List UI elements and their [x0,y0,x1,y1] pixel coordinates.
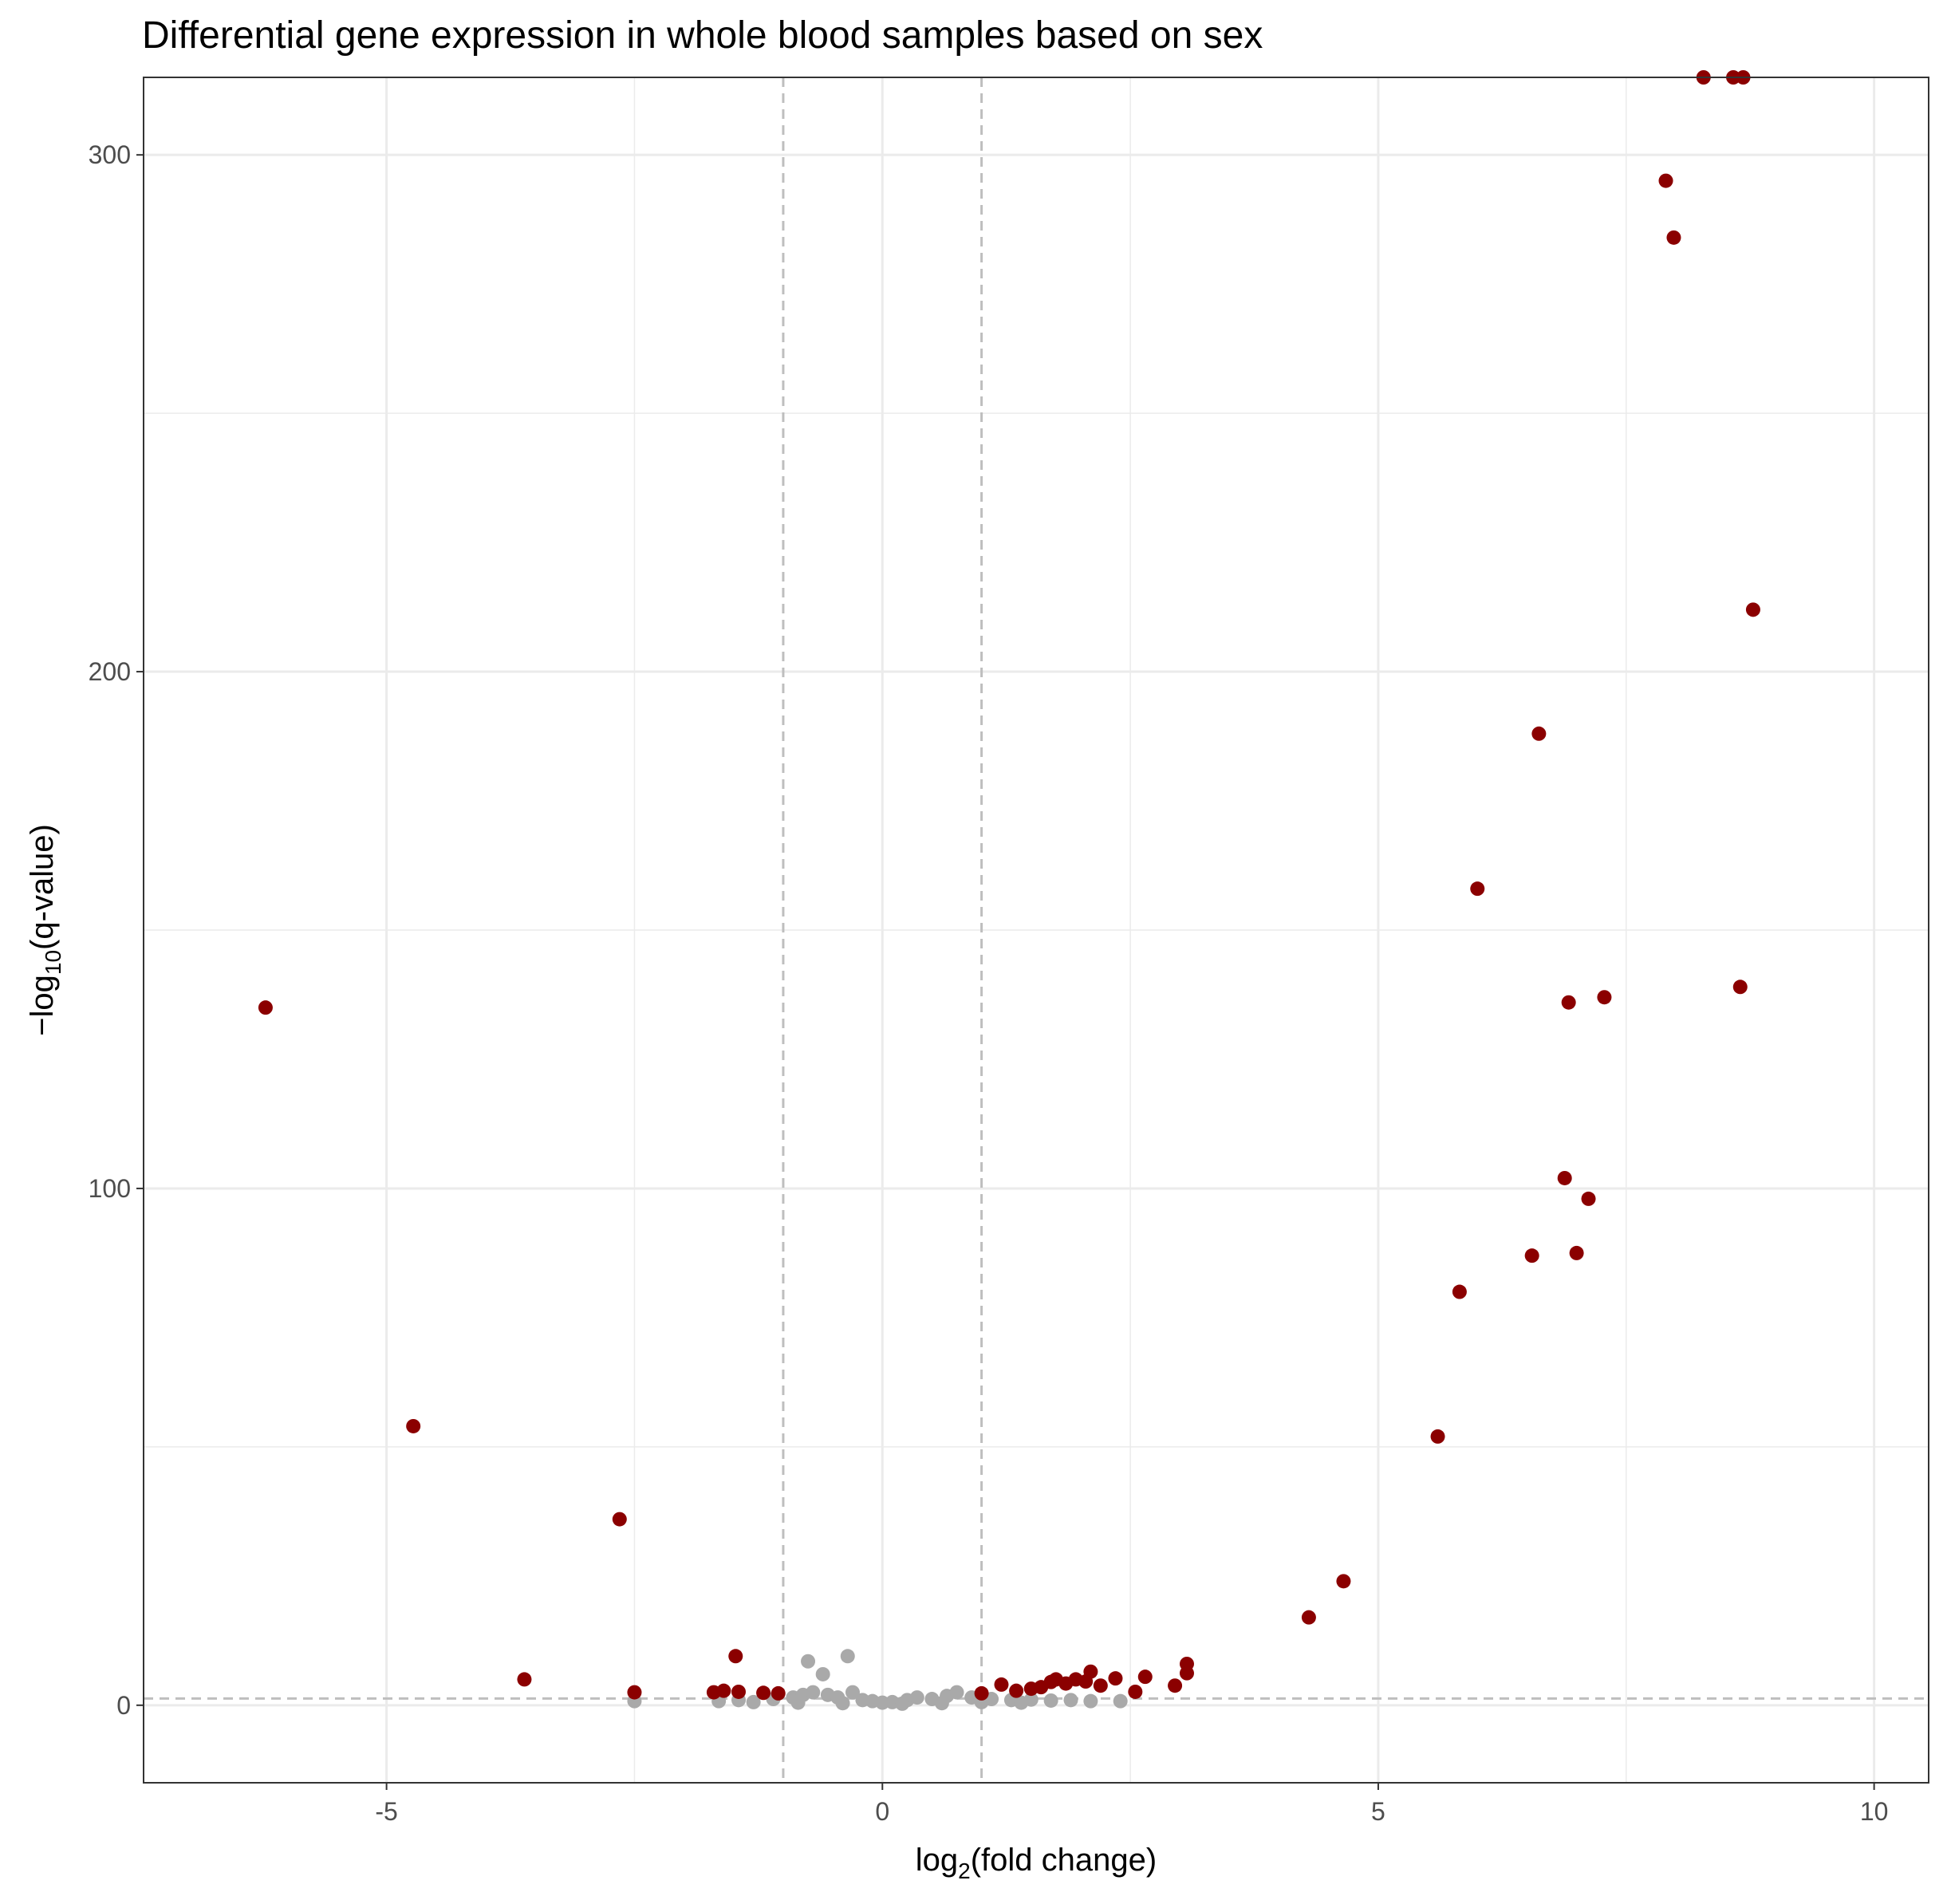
y-axis-title-prefix: −log [25,975,60,1036]
non-significant-gene-point [790,1695,806,1710]
non-significant-gene-point [1083,1693,1098,1709]
non-significant-gene-point [835,1696,850,1711]
non-significant-gene-point [1113,1693,1128,1709]
significant-gene-point [1336,1574,1351,1589]
significant-gene-point [1083,1664,1098,1679]
non-significant-gene-point [909,1690,924,1705]
non-significant-gene-point [1014,1695,1029,1710]
significant-gene-point [1128,1684,1143,1699]
significant-gene-point [1732,980,1748,995]
y-axis-title-group: −log10(q-value) [25,824,65,1036]
y-axis-title: −log10(q-value) [25,824,65,1036]
y-tick-label: 300 [89,140,131,169]
non-significant-gene-point [934,1696,949,1711]
significant-gene-point [1658,173,1673,188]
non-significant-gene-point [1043,1693,1058,1708]
major-gridlines [144,77,1929,1783]
x-tick-label: 0 [875,1797,889,1826]
non-significant-gene-point [845,1685,860,1700]
y-axis-title-subscript: 10 [41,950,65,975]
significant-gene-point [1137,1669,1153,1685]
significant-gene-point [1597,990,1612,1005]
significant-gene-point [1557,1170,1572,1185]
significant-gene-point [1561,995,1576,1010]
non-significant-gene-point [895,1696,910,1711]
x-tick-label: -5 [375,1797,397,1826]
significant-gene-point [1569,1245,1584,1260]
data-points [258,70,1760,1711]
significant-gene-point [716,1683,731,1698]
y-axis-ticks: 0 100 200 300 [89,140,144,1720]
significant-gene-point [1430,1429,1445,1444]
non-significant-gene-point [840,1649,855,1664]
significant-gene-point [728,1649,743,1664]
x-tick-label: 5 [1371,1797,1385,1826]
minor-gridlines [144,77,1929,1783]
significant-gene-point [756,1685,771,1701]
significant-gene-point [1524,1248,1539,1263]
significant-gene-point [1452,1284,1467,1299]
significant-gene-point [1301,1610,1316,1625]
significant-gene-point [1666,230,1681,245]
non-significant-gene-point [815,1666,830,1681]
non-significant-gene-point [801,1654,816,1669]
significant-gene-point [1581,1191,1596,1206]
y-axis-title-suffix: (q-value) [25,824,60,950]
x-axis-title-prefix: log [916,1843,958,1878]
significant-gene-point [994,1677,1009,1692]
significant-gene-point [1108,1671,1123,1686]
panel-border [143,77,1929,1784]
x-axis-title-suffix: (fold change) [971,1843,1157,1878]
significant-gene-point [974,1685,989,1701]
non-significant-gene-point [1063,1693,1078,1708]
x-axis-title: log2(fold change) [916,1843,1157,1883]
significant-gene-point [1093,1678,1108,1693]
non-significant-gene-point [949,1685,964,1700]
significant-gene-point [1531,726,1547,741]
significant-gene-point [1470,881,1485,897]
x-axis-ticks: -5 0 5 10 [375,1783,1888,1826]
y-tick-label: 0 [116,1691,131,1720]
y-tick-label: 100 [89,1174,131,1203]
significant-gene-point [1745,602,1760,617]
significant-gene-point [406,1418,421,1433]
significant-gene-point [731,1684,746,1699]
y-tick-label: 200 [89,657,131,686]
significant-gene-point [1168,1678,1183,1693]
x-axis-title-subscript: 2 [958,1859,971,1883]
significant-gene-point [612,1512,627,1527]
significant-gene-point [258,1000,273,1015]
chart-title: Differential gene expression in whole bl… [142,14,1263,57]
non-significant-gene-point [806,1685,821,1700]
significant-gene-point [771,1685,786,1701]
significant-gene-point [517,1672,532,1687]
significant-gene-point [1179,1666,1194,1681]
significant-gene-point [627,1685,642,1700]
significant-gene-point [1009,1683,1024,1698]
threshold-lines [144,77,1929,1783]
x-tick-label: 10 [1860,1797,1889,1826]
non-significant-gene-point [746,1694,761,1709]
